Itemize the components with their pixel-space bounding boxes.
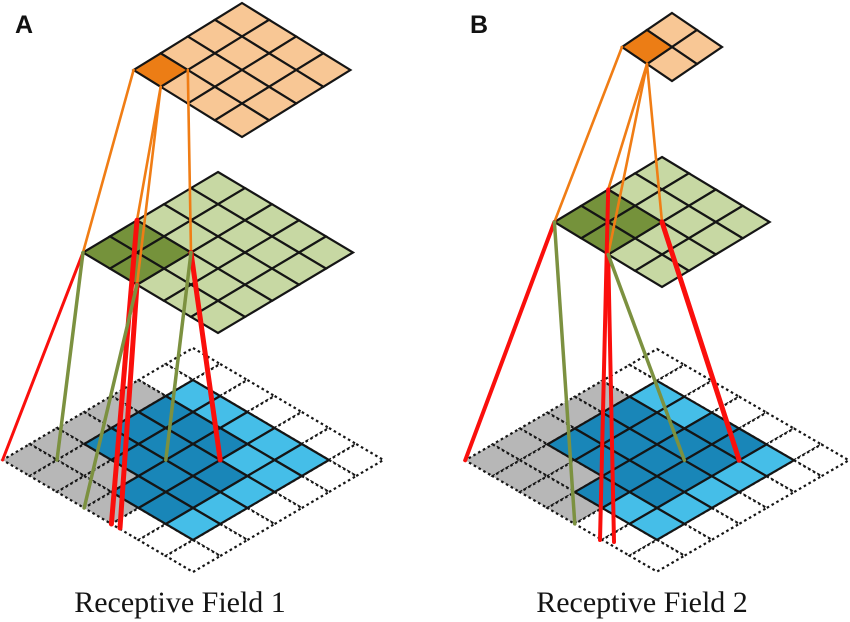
connection-line-red-panel-A bbox=[188, 250, 223, 463]
connection-line-red-panel-B bbox=[659, 219, 742, 463]
connection-line-orange-panel-A bbox=[81, 68, 135, 254]
connection-line-orange-panel-A bbox=[186, 68, 193, 254]
connection-line-red-panel-A bbox=[117, 282, 140, 531]
panel-b bbox=[463, 11, 850, 573]
connection-line-red-panel-B bbox=[606, 252, 616, 544]
caption-receptive-field-2: Receptive Field 2 bbox=[536, 586, 748, 619]
connection-line-olive-panel-B bbox=[552, 220, 577, 526]
connection-line-red-panel-B bbox=[598, 187, 611, 542]
connection-line-olive-panel-A bbox=[164, 250, 193, 462]
panel-B-mid-cell bbox=[632, 253, 692, 289]
panel-a bbox=[0, 1, 386, 574]
panel-A-input-cell-gray bbox=[0, 442, 60, 478]
connection-line-olive-panel-B bbox=[606, 252, 687, 463]
connection-line-orange-panel-B bbox=[606, 62, 649, 191]
connection-line-orange-panel-A bbox=[135, 85, 162, 287]
connection-line-red-panel-A bbox=[108, 217, 140, 527]
connection-line-orange-panel-B bbox=[606, 62, 649, 256]
panel-A-input-cell-receptive-light bbox=[163, 506, 223, 542]
panel-a-letter: A bbox=[15, 11, 33, 39]
panel-B-input-cell-receptive-light bbox=[627, 506, 687, 542]
connection-line-red-panel-B bbox=[463, 220, 557, 463]
connection-line-red-panel-A bbox=[1, 251, 85, 462]
panel-b-letter: B bbox=[470, 11, 488, 39]
caption-receptive-field-1: Receptive Field 1 bbox=[74, 586, 286, 619]
panel-A-input-cell bbox=[163, 346, 223, 382]
connection-line-orange-panel-B bbox=[645, 62, 664, 224]
connection-line-olive-panel-A bbox=[55, 250, 85, 462]
panel-A-input-cell bbox=[163, 538, 223, 574]
panel-A-input-cell-gray bbox=[54, 474, 114, 510]
panel-A-top-cell bbox=[212, 102, 272, 139]
panel-B-input-cell bbox=[627, 538, 687, 573]
connection-line-orange-panel-B bbox=[553, 45, 624, 224]
connection-line-olive-panel-A bbox=[82, 282, 139, 510]
